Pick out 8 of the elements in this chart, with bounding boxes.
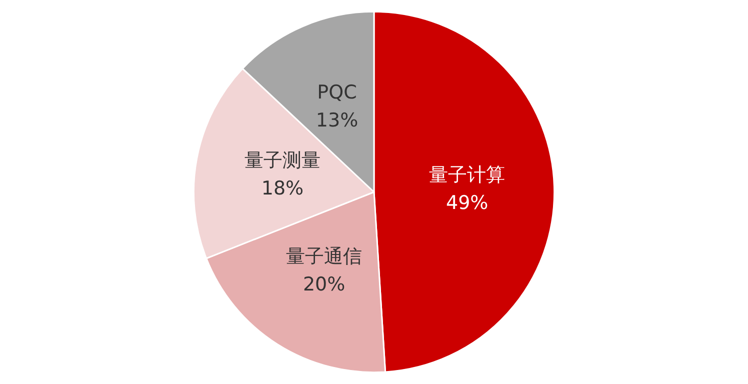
slice-label: 量子测量 bbox=[244, 150, 320, 172]
data-label: 20% bbox=[302, 274, 346, 296]
data-label: 13% bbox=[316, 110, 358, 132]
slice-label: PQC bbox=[317, 82, 357, 104]
slice-label: 量子通信 bbox=[286, 246, 362, 268]
data-label: 49% bbox=[446, 192, 488, 214]
slice-label: 量子计算 bbox=[429, 164, 506, 186]
data-label: 18% bbox=[261, 178, 304, 200]
